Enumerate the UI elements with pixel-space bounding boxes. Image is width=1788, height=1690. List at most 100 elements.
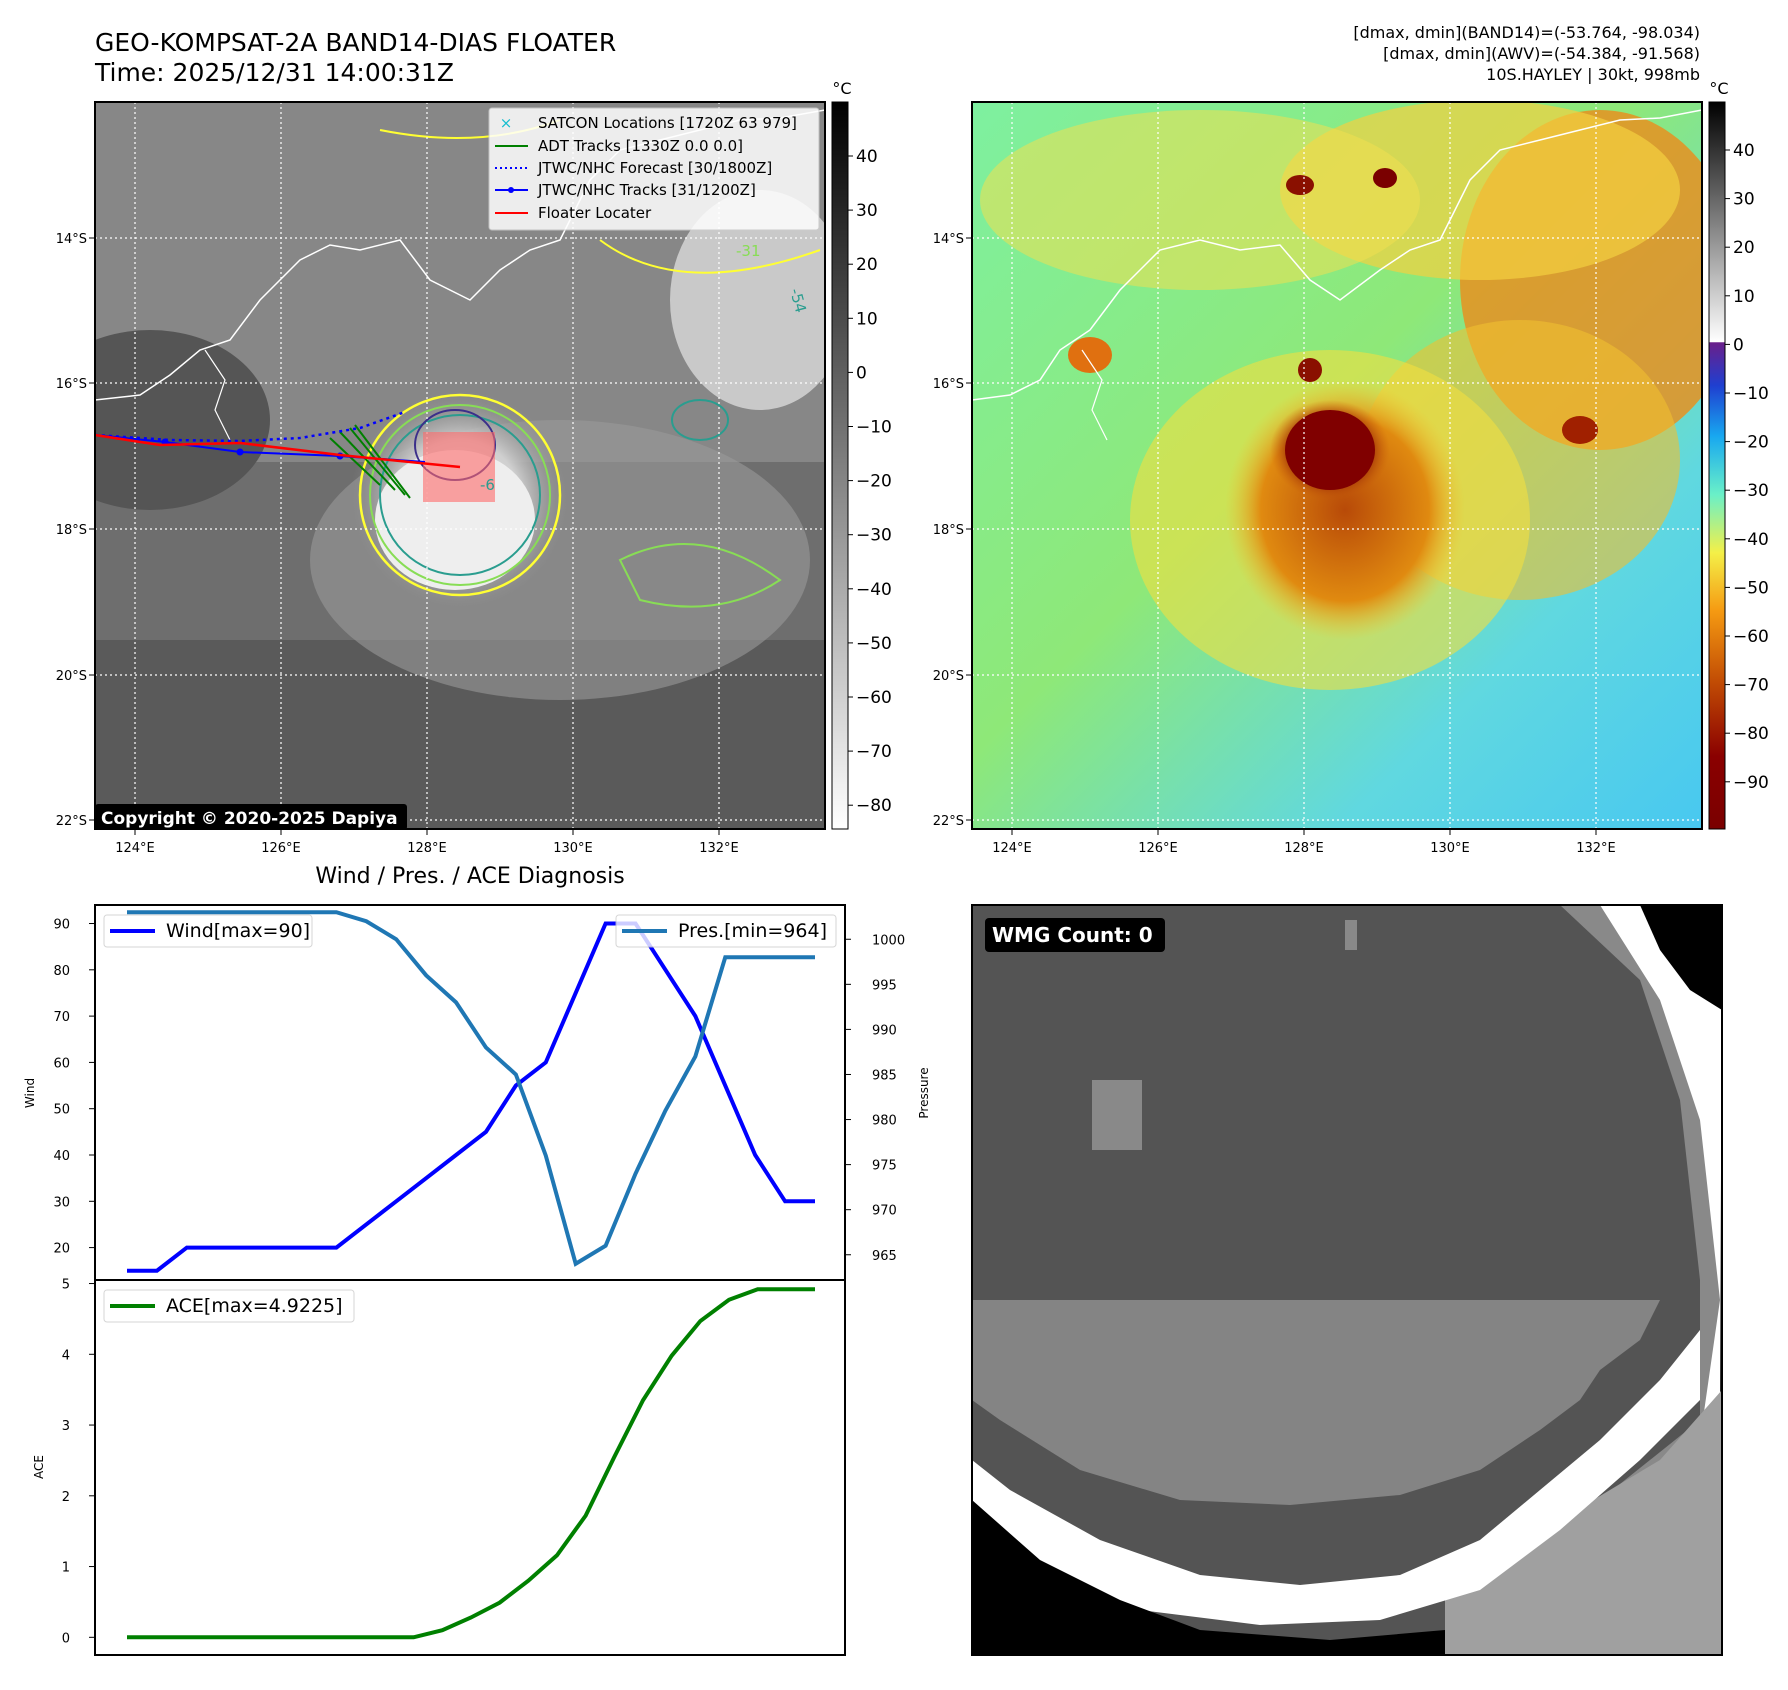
legend-satcon: SATCON Locations [1720Z 63 979] xyxy=(538,114,797,132)
info-band14: [dmax, dmin](BAND14)=(-53.764, -98.034) xyxy=(1353,23,1700,42)
lon-tick-label: 130°E xyxy=(1430,841,1470,856)
colorbar-tick-label: −80 xyxy=(856,796,892,816)
colorbar-tick-label: −50 xyxy=(856,634,892,654)
pressure-axis-label: Pressure xyxy=(917,1067,931,1118)
colorbar-tick-label: −30 xyxy=(1733,481,1769,501)
ace-y-ticks: 0 1 2 3 4 5 xyxy=(62,1278,95,1646)
colorbar-tick-label: 20 xyxy=(856,255,878,275)
colorbar-tick-label: 30 xyxy=(1733,190,1755,210)
figure-time: Time: 2025/12/31 14:00:31Z xyxy=(94,58,454,87)
pressure-legend-label: Pres.[min=964] xyxy=(678,920,827,942)
lat-tick-label: 20°S xyxy=(56,669,87,684)
contour-label-54: -54 xyxy=(786,286,810,314)
ir-map-legend: × SATCON Locations [1720Z 63 979] ADT Tr… xyxy=(488,107,820,231)
ir-colorbar-unit: °C xyxy=(832,79,851,98)
wind-series-line xyxy=(127,921,815,1273)
color-colorbar-ticks: 40 30 20 10 0 −10 −20 −30 −40 −50 −60 −70 −80 −90 xyxy=(1725,141,1769,793)
lat-tick-label: 18°S xyxy=(933,523,964,538)
ace-axis-label: ACE xyxy=(32,1455,46,1479)
wind-pressure-axes xyxy=(94,904,846,1281)
wind-y-ticks: 20 30 40 50 60 70 80 90 xyxy=(53,918,95,1257)
contour-label-6: -6 xyxy=(480,476,495,494)
colorbar-tick-label: −60 xyxy=(1733,627,1769,647)
ace-legend-box xyxy=(103,1289,355,1323)
color-map-lon-ticks: 124°E 126°E 128°E 130°E 132°E xyxy=(992,829,1616,856)
legend-marker-satcon: × xyxy=(500,114,513,132)
wind-y-tick-label: 30 xyxy=(53,1195,70,1210)
lon-tick-label: 126°E xyxy=(1138,841,1178,856)
colorbar-tick-label: 10 xyxy=(856,309,878,329)
colorbar-tick-label: −50 xyxy=(1733,578,1769,598)
lat-tick-label: 16°S xyxy=(933,377,964,392)
info-storm: 10S.HAYLEY | 30kt, 998mb xyxy=(1486,65,1700,84)
ir-colorbar-ticks: 40 30 20 10 0 −10 −20 −30 −40 −50 −60 −70 −80 xyxy=(848,147,892,816)
colorbar-tick-label: 40 xyxy=(1733,141,1755,161)
pressure-y-tick-label: 980 xyxy=(872,1114,897,1129)
info-awv: [dmax, dmin](AWV)=(-54.384, -91.568) xyxy=(1383,44,1700,63)
figure-title: GEO-KOMPSAT-2A BAND14-DIAS FLOATER xyxy=(95,28,616,57)
wmg-count-badge xyxy=(985,918,1165,952)
colorbar-tick-label: 30 xyxy=(856,201,878,221)
colorbar-tick-label: −30 xyxy=(856,526,892,546)
colorbar-tick-label: −10 xyxy=(1733,384,1769,404)
lon-tick-label: 128°E xyxy=(407,841,447,856)
lon-tick-label: 124°E xyxy=(115,841,155,856)
lat-tick-label: 14°S xyxy=(933,232,964,247)
diagnosis-title: Wind / Pres. / ACE Diagnosis xyxy=(315,864,624,889)
pressure-y-tick-label: 985 xyxy=(872,1068,897,1083)
ace-y-tick-label: 0 xyxy=(62,1631,70,1646)
copyright-text: Copyright © 2020-2025 Dapiya xyxy=(101,809,398,829)
lat-tick-label: 20°S xyxy=(933,669,964,684)
pressure-y-tick-label: 995 xyxy=(872,978,897,993)
pressure-y-tick-label: 1000 xyxy=(872,933,905,948)
colorbar-tick-label: −20 xyxy=(856,472,892,492)
colorbar-tick-label: −60 xyxy=(856,688,892,708)
ace-y-tick-label: 5 xyxy=(62,1278,70,1293)
pressure-legend-box xyxy=(615,914,837,948)
lat-tick-label: 22°S xyxy=(56,814,87,829)
wind-legend-label: Wind[max=90] xyxy=(166,920,310,942)
lon-tick-label: 128°E xyxy=(1284,841,1324,856)
wmg-panel xyxy=(972,905,1722,1655)
wind-legend-box xyxy=(103,914,313,948)
pressure-y-tick-label: 965 xyxy=(872,1249,897,1264)
lon-tick-label: 132°E xyxy=(699,841,739,856)
ir-map-lat-ticks: 14°S 16°S 18°S 20°S 22°S xyxy=(56,232,95,829)
ace-axes xyxy=(94,1279,846,1656)
contour-label-31: -31 xyxy=(736,242,761,260)
colorbar-tick-label: −80 xyxy=(1733,724,1769,744)
legend-adt: ADT Tracks [1330Z 0.0 0.0] xyxy=(538,137,743,155)
wind-y-tick-label: 80 xyxy=(53,964,70,979)
colorbar-tick-label: −40 xyxy=(1733,530,1769,550)
color-map-lat-ticks: 14°S 16°S 18°S 20°S 22°S xyxy=(933,232,972,829)
pressure-y-tick-label: 970 xyxy=(872,1204,897,1219)
colorbar-tick-label: −90 xyxy=(1733,773,1769,793)
pressure-y-tick-label: 990 xyxy=(872,1023,897,1038)
colorbar-tick-label: −20 xyxy=(1733,433,1769,453)
wmg-count-label: WMG Count: 0 xyxy=(992,923,1153,947)
wind-y-tick-label: 90 xyxy=(53,918,70,933)
lat-tick-label: 16°S xyxy=(56,377,87,392)
lat-tick-label: 14°S xyxy=(56,232,87,247)
lon-tick-label: 130°E xyxy=(553,841,593,856)
colorbar-tick-label: 20 xyxy=(1733,238,1755,258)
ace-series-line xyxy=(127,1287,815,1640)
lat-tick-label: 22°S xyxy=(933,814,964,829)
lon-tick-label: 124°E xyxy=(992,841,1032,856)
legend-forecast: JTWC/NHC Forecast [30/1800Z] xyxy=(537,159,772,177)
wind-y-tick-label: 70 xyxy=(53,1010,70,1025)
wind-y-tick-label: 20 xyxy=(53,1242,70,1257)
lat-tick-label: 18°S xyxy=(56,523,87,538)
lon-tick-label: 132°E xyxy=(1576,841,1616,856)
colorbar-tick-label: 40 xyxy=(856,147,878,167)
lon-tick-label: 126°E xyxy=(261,841,301,856)
colorbar-tick-label: −40 xyxy=(856,580,892,600)
legend-track: JTWC/NHC Tracks [31/1200Z] xyxy=(537,181,756,199)
pressure-y-ticks: 965 970 975 980 985 990 995 1000 xyxy=(845,933,905,1264)
copyright-badge xyxy=(95,804,407,830)
colorbar-tick-label: −70 xyxy=(1733,676,1769,696)
wind-y-tick-label: 60 xyxy=(53,1056,70,1071)
color-map-panel xyxy=(972,102,1702,829)
colorbar-tick-label: −10 xyxy=(856,418,892,438)
